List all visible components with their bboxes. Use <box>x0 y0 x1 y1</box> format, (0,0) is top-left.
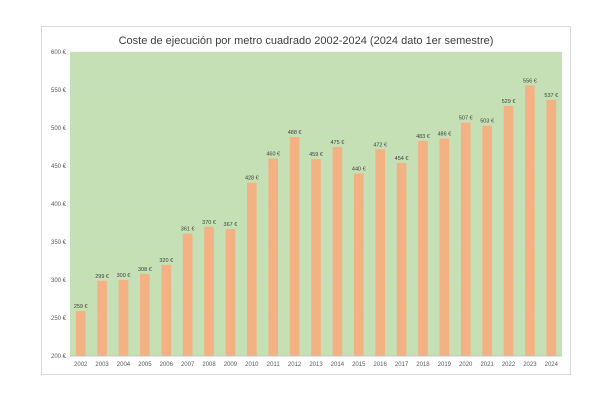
bar <box>503 105 514 357</box>
data-label: 556 € <box>523 78 537 84</box>
x-tick-label: 2016 <box>373 362 387 368</box>
x-tick-label: 2003 <box>95 362 109 368</box>
x-tick-label: 2023 <box>523 362 537 368</box>
bar <box>97 280 107 356</box>
x-tick-label: 2010 <box>245 362 259 368</box>
data-label: 370 € <box>202 220 216 226</box>
data-label: 299 € <box>95 274 109 280</box>
x-tick-label: 2006 <box>160 362 174 368</box>
bar <box>140 273 150 356</box>
data-label: 428 € <box>245 176 259 182</box>
data-label: 361 € <box>181 227 195 233</box>
y-tick-label: 550 € <box>51 88 67 94</box>
bar <box>161 264 172 356</box>
data-label: 537 € <box>544 93 558 99</box>
data-label: 472 € <box>373 142 387 148</box>
x-tick-label: 2008 <box>202 362 216 368</box>
bar <box>418 140 428 356</box>
y-tick-label: 300 € <box>51 278 67 284</box>
data-label: 507 € <box>459 116 473 122</box>
bar <box>546 99 557 356</box>
data-label: 367 € <box>224 222 238 228</box>
y-tick-label: 450 € <box>51 164 67 170</box>
x-tick-label: 2019 <box>438 362 452 368</box>
bar <box>247 182 257 356</box>
bar <box>353 173 364 356</box>
bar <box>289 137 300 356</box>
x-tick-label: 2005 <box>138 362 152 368</box>
y-tick-label: 250 € <box>51 316 67 322</box>
bar <box>375 149 385 356</box>
bar <box>332 147 343 356</box>
x-tick-label: 2004 <box>117 362 131 368</box>
data-label: 460 € <box>266 151 280 157</box>
y-tick-label: 350 € <box>51 240 67 246</box>
y-tick-label: 500 € <box>51 126 67 132</box>
chart-container: Coste de ejecución por metro cuadrado 20… <box>41 26 571 375</box>
bar <box>439 138 450 356</box>
data-label: 529 € <box>502 99 516 105</box>
y-tick-label: 200 € <box>51 354 67 360</box>
bar <box>482 125 492 356</box>
data-label: 459 € <box>309 152 323 158</box>
x-tick-label: 2011 <box>267 362 281 368</box>
bar <box>75 311 86 356</box>
bar <box>268 158 279 356</box>
x-tick-label: 2024 <box>545 362 559 368</box>
x-tick-label: 2007 <box>181 362 195 368</box>
data-label: 488 € <box>288 130 302 136</box>
x-tick-label: 2013 <box>309 362 323 368</box>
x-tick-label: 2018 <box>416 362 430 368</box>
bar <box>525 85 535 356</box>
data-label: 259 € <box>74 304 88 310</box>
x-tick-label: 2014 <box>331 362 345 368</box>
data-label: 483 € <box>416 134 430 140</box>
x-tick-label: 2020 <box>459 362 473 368</box>
data-label: 503 € <box>480 119 494 125</box>
bar <box>396 162 407 356</box>
bar-chart: 200 € 250 € 300 € 350 € 400 € 450 € 500 € 550 €… <box>51 50 562 368</box>
data-label: 454 € <box>395 156 409 162</box>
data-label: 440 € <box>352 167 366 173</box>
chart-title: Coste de ejecución por metro cuadrado 20… <box>118 35 494 47</box>
y-tick-label: 600 € <box>51 50 67 56</box>
x-tick-label: 2021 <box>480 362 494 368</box>
bar <box>118 280 129 356</box>
data-label: 475 € <box>331 140 345 146</box>
bar <box>182 233 193 356</box>
data-label: 486 € <box>437 132 451 138</box>
x-tick-label: 2022 <box>502 362 516 368</box>
bar <box>204 226 214 356</box>
x-tick-label: 2009 <box>224 362 238 368</box>
data-label: 320 € <box>159 258 173 264</box>
bar <box>225 229 236 356</box>
data-label: 308 € <box>138 267 152 273</box>
bar <box>460 122 471 357</box>
y-tick-label: 400 € <box>51 202 67 208</box>
x-tick-label: 2015 <box>352 362 366 368</box>
x-tick-label: 2017 <box>395 362 409 368</box>
data-label: 300 € <box>117 273 131 279</box>
bar <box>311 159 321 356</box>
x-tick-label: 2012 <box>288 362 302 368</box>
x-tick-label: 2002 <box>74 362 88 368</box>
